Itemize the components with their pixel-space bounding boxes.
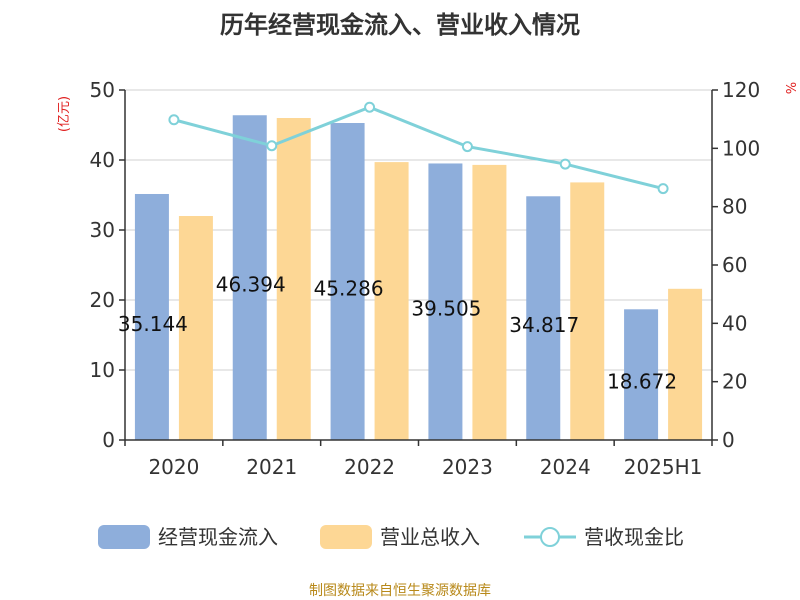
data-label-cash-inflow-2024: 34.817 (509, 313, 579, 337)
ratio-point-2020 (168, 114, 180, 126)
legend-label-revenue: 营业总收入 (380, 525, 480, 549)
legend: 经营现金流入 营业总收入 营收现金比 (98, 525, 684, 549)
chart-title: 历年经营现金流入、营业收入情况 (220, 11, 580, 39)
right-tick-label-80: 80 (722, 195, 747, 219)
bar-cash-inflow-2024 (526, 196, 561, 440)
left-tick-label-0: 0 (102, 428, 115, 452)
legend-swatch-cash-inflow (98, 525, 150, 549)
x-tick-label-2020: 2020 (148, 455, 199, 479)
data-label-cash-inflow-2020: 35.144 (118, 312, 188, 336)
legend-label-cash-inflow: 经营现金流入 (158, 525, 278, 549)
bar-cash-inflow-2025H1 (624, 309, 659, 440)
gridlines (125, 89, 712, 371)
data-label-cash-inflow-2022: 45.286 (314, 276, 384, 300)
ratio-point-2025H1 (657, 183, 669, 195)
ratio-point-2024 (559, 158, 571, 170)
left-tick-label-40: 40 (90, 148, 115, 172)
bar-revenue-2025H1 (668, 288, 703, 440)
ratio-point-2022 (364, 101, 376, 113)
right-tick-label-40: 40 (722, 311, 747, 335)
right-tick-label-60: 60 (722, 253, 747, 277)
x-tick-label-2024: 2024 (540, 455, 591, 479)
data-label-cash-inflow-2021: 46.394 (216, 273, 286, 297)
x-tick-label-2023: 2023 (442, 455, 493, 479)
bars (134, 115, 703, 441)
x-tick-label-2025H1: 2025H1 (624, 455, 703, 479)
x-tick-label-2022: 2022 (344, 455, 395, 479)
ratio-point-2023 (461, 141, 473, 153)
bar-revenue-2022 (374, 162, 409, 440)
bar-cash-inflow-2022 (330, 122, 365, 441)
legend-swatch-revenue (320, 525, 372, 549)
legend-label-ratio: 营收现金比 (584, 525, 684, 549)
data-label-cash-inflow-2023: 39.505 (411, 297, 481, 321)
left-axis-unit: (亿元) (57, 96, 72, 132)
bar-revenue-2023 (472, 164, 507, 440)
right-tick-label-20: 20 (722, 370, 747, 394)
ratio-line (168, 101, 669, 195)
bar-revenue-2020 (178, 216, 213, 440)
ratio-line-path (173, 105, 664, 191)
legend-marker-ratio (540, 527, 560, 547)
right-tick-label-100: 100 (722, 136, 760, 160)
data-label-cash-inflow-2025H1: 18.672 (607, 370, 677, 394)
right-axis-unit: % (782, 82, 797, 94)
left-tick-label-20: 20 (90, 288, 115, 312)
left-tick-label-10: 10 (90, 358, 115, 382)
bar-revenue-2024 (570, 182, 605, 440)
left-tick-label-50: 50 (90, 78, 115, 102)
source-note: 制图数据来自恒生聚源数据库 (309, 583, 491, 599)
data-labels: 35.144 46.394 45.286 39.505 34.817 18.672 (118, 273, 677, 394)
axes: 0 10 20 30 40 50 0 20 40 60 80 100 120 2020 2021 2022 20… (90, 78, 761, 479)
right-tick-label-0: 0 (722, 428, 735, 452)
bar-cash-inflow-2021 (232, 115, 267, 440)
bar-cash-inflow-2023 (428, 163, 463, 440)
bar-cash-inflow-2020 (134, 193, 169, 440)
right-tick-label-120: 120 (722, 78, 760, 102)
x-tick-label-2021: 2021 (246, 455, 297, 479)
ratio-point-2021 (266, 140, 278, 152)
bar-revenue-2021 (276, 118, 311, 440)
left-tick-label-30: 30 (90, 218, 115, 242)
